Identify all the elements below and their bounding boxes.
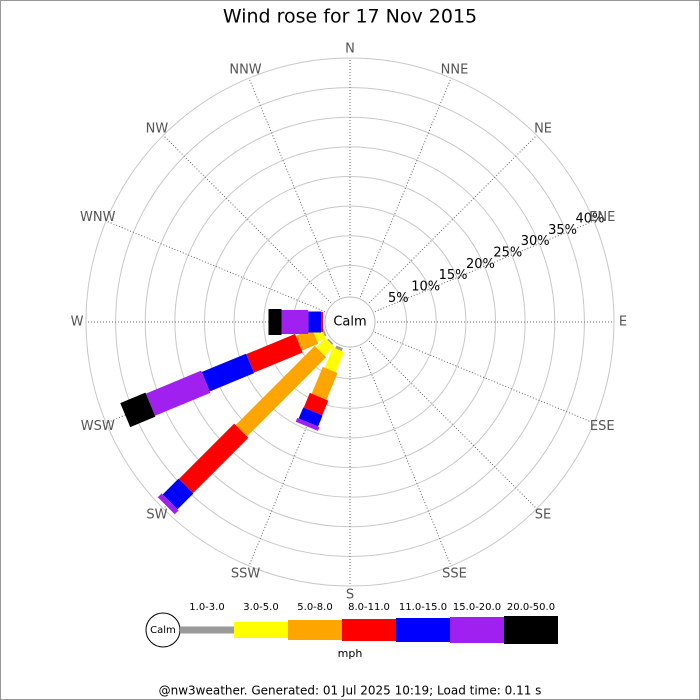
spoke [368,340,538,510]
legend-swatch [180,626,234,634]
bar-segment [281,310,309,334]
legend-calm-label: Calm [150,625,176,636]
bar-segment [235,345,327,437]
bar-segment [246,333,303,373]
direction-label: NNE [441,62,469,77]
direction-label: S [346,588,354,603]
bar-segment [268,309,282,335]
bar-segment [316,338,334,356]
direction-label: SW [146,508,167,523]
legend-swatch [288,620,342,640]
bar-segment [295,417,320,431]
ring-label: 10% [411,279,440,294]
bar-segment [311,366,338,400]
bar-segment [178,423,249,494]
ring-label: 15% [439,268,468,283]
legend-label: 20.0-50.0 [507,602,555,613]
bar-segment [295,329,319,351]
calm-label: Calm [333,315,366,330]
bar-segment [298,407,323,427]
direction-label: WNW [80,210,116,225]
legend-swatch [450,617,504,643]
bar-segment [303,392,329,416]
spoke [105,220,326,313]
direction-label: NW [146,121,169,136]
bar-segment [322,329,327,337]
direction-label: SSW [231,567,261,582]
bar-segment [335,345,343,352]
ring [233,205,467,439]
bar-segment [308,311,322,333]
legend-label: 8.0-11.0 [348,602,390,613]
direction-label: N [345,42,355,57]
footer: @nw3weather. Generated: 01 Jul 2025 10:1… [159,684,542,698]
direction-label: NNW [229,62,261,77]
bar-segment [120,392,156,428]
bar-segment [201,353,255,392]
spoke [359,346,452,567]
bar-segment [162,478,194,510]
ring [174,146,526,498]
direction-label: SE [535,508,551,523]
spoke [248,77,341,298]
bar-segment [327,338,334,345]
spoke [359,77,452,298]
spoke [374,220,595,313]
direction-label: NE [534,121,552,136]
ring [263,235,437,409]
ring-label: 30% [521,234,550,249]
ring-label: 25% [493,245,522,260]
unit-label: mph [338,647,363,660]
spoke [374,331,595,424]
bar-segment [145,370,211,416]
bar-segment [324,347,345,373]
legend-swatch [234,622,288,638]
legend-swatch [396,618,450,642]
ring-label: 35% [548,223,577,238]
direction-label: W [71,315,84,330]
ring [85,57,615,587]
legend-swatch [504,616,558,644]
legend-label: 5.0-8.0 [297,602,332,613]
direction-label: ESE [590,419,615,434]
chart-title: Wind rose for 17 Nov 2015 [223,6,477,28]
bar-segment [157,493,179,515]
legend-label: 3.0-5.0 [243,602,278,613]
ring [204,176,496,468]
legend-label: 1.0-3.0 [189,602,224,613]
legend-swatch [342,619,396,641]
direction-label: WSW [81,419,115,434]
ring-label: 20% [466,257,495,272]
spoke [368,134,538,304]
direction-label: SSE [442,567,467,582]
bar-segment [321,312,324,332]
legend-label: 11.0-15.0 [399,602,447,613]
calm-circle [324,296,376,348]
ring-label: 5% [388,291,409,306]
spoke [162,134,332,304]
direction-label: E [619,315,627,330]
direction-label: ENE [589,210,615,225]
ring-label: 40% [575,211,604,226]
legend-label: 15.0-20.0 [453,602,501,613]
